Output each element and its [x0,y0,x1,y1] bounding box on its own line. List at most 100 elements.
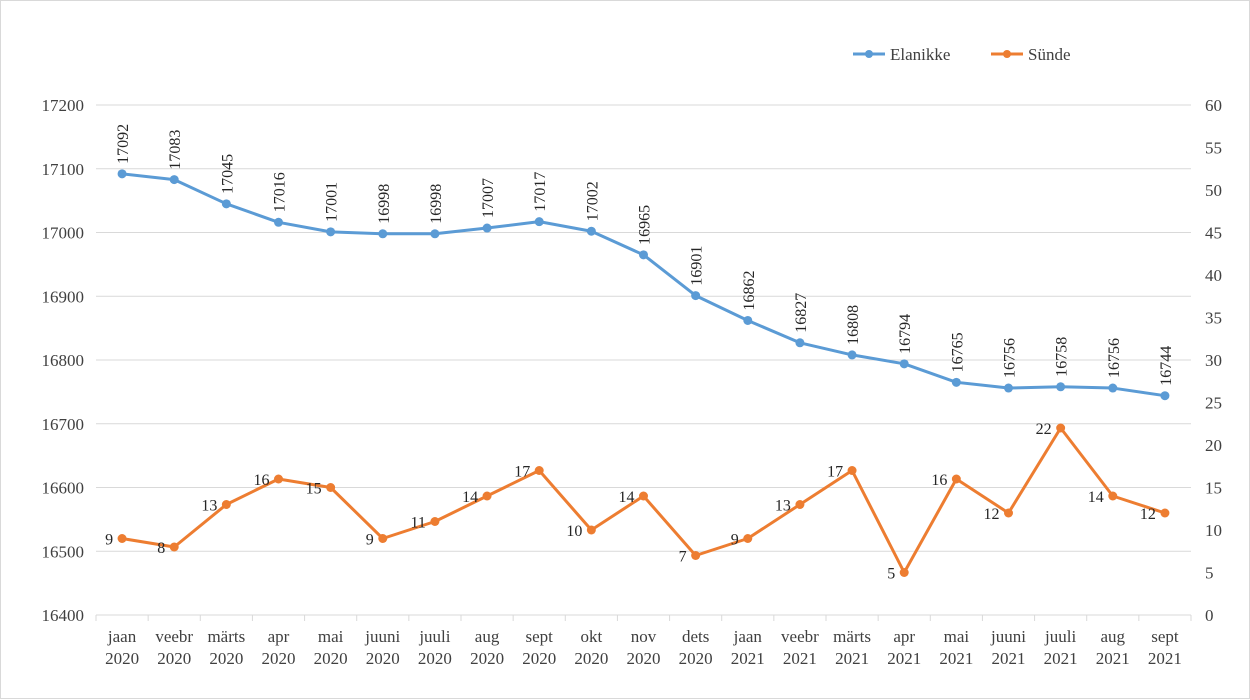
x-axis-month-label: apr [893,627,915,646]
legend: Elanikke Sünde [853,45,1071,64]
x-axis-month-label: nov [631,627,657,646]
x-axis-year-label: 2021 [1044,649,1078,668]
series-sunde-point [1004,508,1013,518]
series-sunde-data-label: 13 [775,498,791,515]
series-elanikke-point [1108,383,1118,393]
series-sunde-data-label: 8 [157,540,165,557]
series-sunde-point [169,542,179,552]
series-sunde-data-label: 5 [887,566,895,583]
series-elanikke-data-label: 16794 [897,314,914,354]
series-sunde-point [1056,423,1066,433]
series-sunde-point [743,534,753,543]
legend-elanikke-label: Elanikke [890,45,950,64]
x-axis-year-label: 2021 [783,649,817,668]
series-elanikke-point [586,226,596,236]
series-elanikke-point [847,350,857,360]
x-axis-month-label: märts [833,627,871,646]
series-sunde-data-label: 12 [1140,506,1156,523]
x-axis-month-label: veebr [155,627,193,646]
series-sunde-point [430,517,440,526]
left-axis-tick-label: 16700 [42,415,85,434]
left-axis-tick-label: 16600 [42,479,85,498]
left-axis-tick-label: 17200 [42,96,85,115]
series-elanikke-data-label: 16901 [689,246,706,286]
left-axis-tick-label: 16500 [42,542,85,561]
series-sunde-point [274,474,283,484]
left-axis-tick-label: 16400 [42,606,85,625]
series-elanikke-point [482,223,492,233]
right-axis-tick-label: 40 [1205,266,1222,285]
series-elanikke-point [169,175,179,185]
series-sunde-point [951,474,961,484]
series-elanikke-point [430,229,440,239]
x-axis-month-label: mai [318,627,344,646]
x-axis-month-label: juuni [990,627,1026,646]
series-elanikke-point [1004,383,1013,393]
series-elanikke-data-label: 17002 [584,181,601,221]
x-axis-year-label: 2020 [418,649,452,668]
x-axis-year-label: 2020 [470,649,504,668]
series-sunde-point [1160,508,1170,518]
series-sunde-data-label: 14 [1088,489,1104,506]
x-axis-month-label: okt [580,627,602,646]
x-axis-year-label: 2021 [1096,649,1130,668]
x-axis-year-label: 2020 [262,649,296,668]
series-elanikke-data-label: 16744 [1158,346,1175,386]
series-elanikke-point [534,217,544,227]
series-elanikke-point [221,199,231,209]
right-axis-tick-label: 10 [1205,521,1222,540]
series-sunde-point [221,500,231,509]
series-sunde-data-label: 16 [931,472,947,489]
series-elanikke-data-label: 17001 [324,182,341,222]
x-axis-month-label: märts [207,627,245,646]
series-elanikke-point [326,227,336,237]
right-axis-tick-label: 0 [1205,606,1214,625]
x-axis-year-label: 2020 [522,649,556,668]
series-sunde-data-label: 17 [514,464,530,481]
x-axis-month-label: juuli [1044,627,1076,646]
series-sunde-data-label: 9 [105,532,113,549]
right-axis-tick-label: 45 [1205,224,1222,243]
series-sunde-data-label: 12 [984,506,1000,523]
series-sunde-point [899,568,909,577]
x-axis-year-label: 2020 [627,649,661,668]
series-elanikke-point [639,250,648,260]
x-axis-month-label: apr [268,627,290,646]
series-elanikke-data-label: 16862 [741,270,758,310]
series-sunde-data-label: 10 [566,523,582,540]
x-axis-month-label: aug [1101,627,1126,646]
x-axis-month-label: juuni [364,627,400,646]
x-axis-year-label: 2020 [574,649,608,668]
x-axis-year-label: 2021 [835,649,869,668]
right-axis-tick-label: 35 [1205,309,1222,328]
right-axis-tick-label: 50 [1205,181,1222,200]
series-sunde-data-label: 13 [201,498,217,515]
series-sunde-point [795,500,805,509]
series-sunde-data-label: 15 [306,481,322,498]
series-elanikke-data-label: 16998 [428,184,445,224]
legend-sunde-label: Sünde [1028,45,1071,64]
x-axis-year-label: 2021 [887,649,921,668]
right-axis-tick-label: 20 [1205,436,1222,455]
series-sunde-point [378,534,388,543]
x-axis-year-label: 2020 [679,649,713,668]
x-axis-year-label: 2020 [209,649,243,668]
x-axis-year-label: 2020 [157,649,191,668]
series-sunde-data-label: 9 [366,532,374,549]
series-sunde-data-label: 9 [731,532,739,549]
x-axis-year-label: 2021 [939,649,973,668]
x-axis-month-label: mai [944,627,970,646]
series-elanikke-data-label: 17007 [480,178,497,218]
x-axis-year-label: 2021 [992,649,1026,668]
series-sunde-data-label: 17 [827,464,843,481]
series-elanikke-point [743,315,753,325]
series-elanikke-point [274,217,283,227]
series-sunde-point [534,466,544,475]
right-axis-tick-label: 30 [1205,351,1222,370]
series-sunde-point [326,483,336,492]
x-axis-year-label: 2020 [314,649,348,668]
x-axis-month-label: sept [526,627,554,646]
series-sunde-data-label: 11 [411,515,426,532]
x-axis-year-label: 2021 [731,649,765,668]
